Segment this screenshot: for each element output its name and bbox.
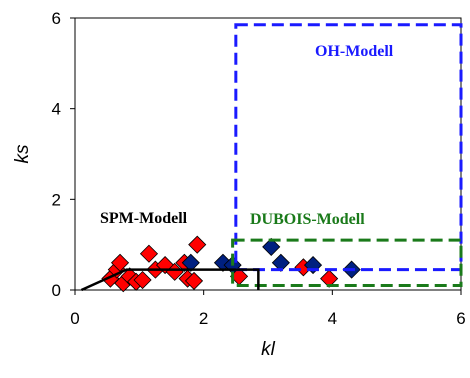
y-tick-label: 0 [52,281,61,300]
model-regions: OH-Modell DUBOIS-Modell SPM-Modell [80,23,463,292]
x-tick-label: 4 [328,309,337,328]
data-point-series-1 [188,235,207,254]
y-tick-label: 6 [52,9,61,28]
x-tick-label: 2 [199,309,208,328]
spm-modell-label: SPM-Modell [100,210,188,227]
oh-modell-boundary [234,23,463,272]
y-axis-label: ks [12,144,33,164]
oh-modell-label: OH-Modell [315,43,394,60]
data-point-series-1 [133,270,152,290]
y-tick-label: 2 [52,190,61,209]
x-tick-label: 0 [70,309,79,328]
data-point-series-2 [271,253,290,272]
y-tick-label: 4 [52,100,61,119]
data-point-series-1 [320,269,339,288]
dubois-modell-label: DUBOIS-Modell [250,211,365,228]
axis-ticks: 0 2 4 6 0 2 4 6 [52,9,466,328]
data-point-series-2 [213,253,233,272]
x-axis-label: kl [261,339,276,360]
data-point-series-2 [262,237,281,256]
data-point-series-1 [139,244,159,263]
x-tick-label: 6 [456,309,465,328]
data-point-series-2 [181,253,200,272]
data-point-series-1 [184,271,204,290]
dubois-modell-boundary [231,238,463,287]
spm-modell-boundary [80,268,260,292]
